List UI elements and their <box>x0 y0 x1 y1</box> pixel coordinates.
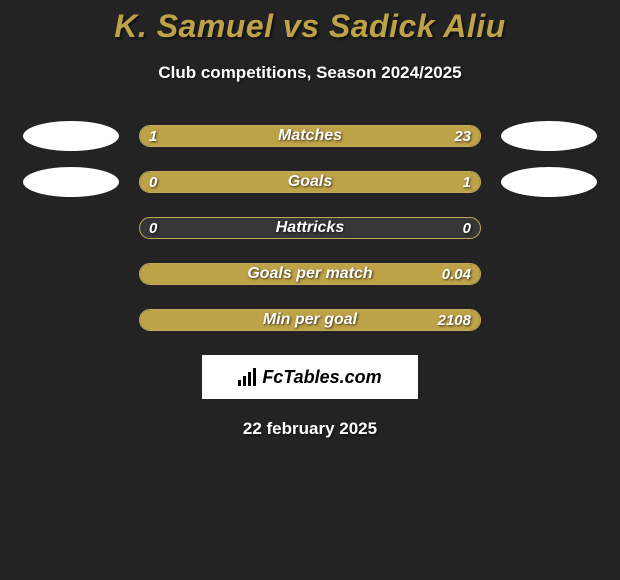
player-left-oval <box>23 167 119 197</box>
stat-label: Min per goal <box>139 309 481 331</box>
subtitle: Club competitions, Season 2024/2025 <box>0 63 620 83</box>
stat-bar: Min per goal2108 <box>139 309 481 331</box>
stat-label: Hattricks <box>139 217 481 239</box>
logo: FcTables.com <box>238 367 381 388</box>
stat-row: Goals0 1 <box>0 171 620 193</box>
stat-label: Goals <box>139 171 481 193</box>
stat-row: Min per goal2108 <box>0 309 620 331</box>
stats-area: Matches123Goals01Hattricks00Goals per ma… <box>0 125 620 331</box>
stat-row: Hattricks0 0 <box>0 217 620 239</box>
page-title: K. Samuel vs Sadick Aliu <box>0 8 620 45</box>
stat-bar: Goals per match0.04 <box>139 263 481 285</box>
player-right-oval <box>501 167 597 197</box>
stat-value-right: 0.04 <box>442 263 471 285</box>
stat-value-right: 1 <box>463 171 471 193</box>
stat-bar: Matches1 23 <box>139 125 481 147</box>
date-text: 22 february 2025 <box>0 419 620 439</box>
logo-box: FcTables.com <box>202 355 418 399</box>
stat-bar: Goals0 1 <box>139 171 481 193</box>
stat-bar: Hattricks0 0 <box>139 217 481 239</box>
player-left-oval <box>23 121 119 151</box>
stat-value-right: 2108 <box>438 309 471 331</box>
stat-value-right: 23 <box>454 125 471 147</box>
stat-value-left: 1 <box>149 125 157 147</box>
stat-row: Matches1 23 <box>0 125 620 147</box>
player-right-oval <box>501 121 597 151</box>
stat-value-left: 0 <box>149 171 157 193</box>
stat-label: Goals per match <box>139 263 481 285</box>
stat-row: Goals per match0.04 <box>0 263 620 285</box>
stat-value-right: 0 <box>463 217 471 239</box>
logo-bars-icon <box>238 368 256 386</box>
stat-value-left: 0 <box>149 217 157 239</box>
stat-label: Matches <box>139 125 481 147</box>
logo-text: FcTables.com <box>262 367 381 388</box>
comparison-infographic: K. Samuel vs Sadick Aliu Club competitio… <box>0 0 620 439</box>
